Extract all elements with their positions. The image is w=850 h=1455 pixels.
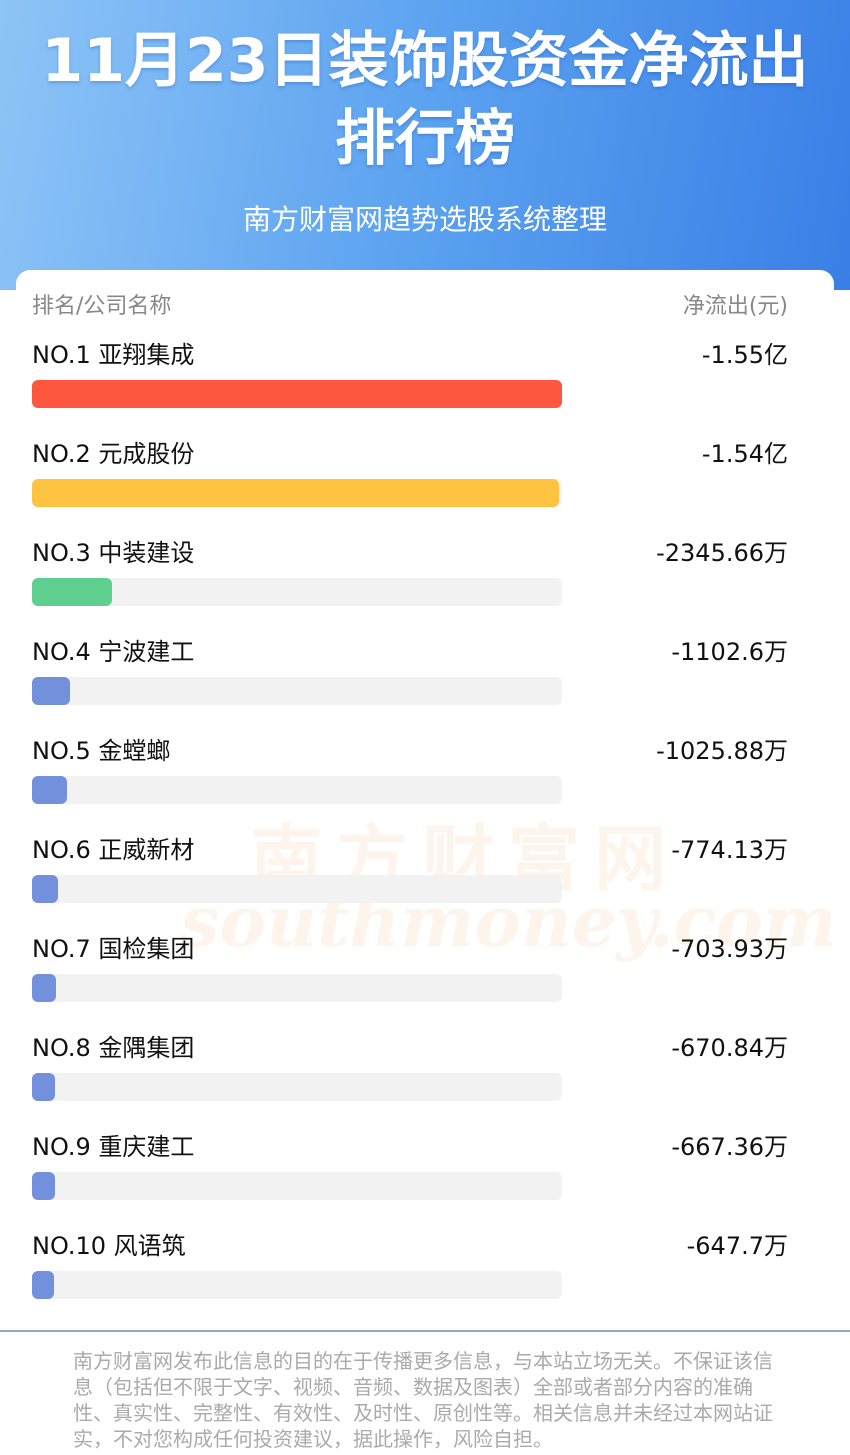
bar <box>32 380 562 408</box>
value-label: -1.55亿 <box>701 341 788 369</box>
value-label: -647.7万 <box>686 1232 788 1260</box>
value-label: -2345.66万 <box>656 539 788 567</box>
value-label: -703.93万 <box>671 935 788 963</box>
column-header: 净流出(元) <box>682 294 788 319</box>
category-label: NO.6 正威新材 <box>32 836 195 864</box>
value-label: -1025.88万 <box>656 737 788 765</box>
bar-track <box>32 578 562 606</box>
bar <box>32 578 113 606</box>
bar <box>32 1073 55 1101</box>
value-label: -774.13万 <box>671 836 788 864</box>
bar <box>32 776 68 804</box>
bar-track <box>32 677 562 705</box>
category-label: NO.5 金螳螂 <box>32 737 171 765</box>
bar-track <box>32 1271 562 1299</box>
bar <box>32 875 59 903</box>
category-label: NO.1 亚翔集成 <box>32 341 195 369</box>
bar-track <box>32 1073 562 1101</box>
value-label: -1.54亿 <box>701 440 788 468</box>
divider <box>0 1330 850 1332</box>
category-label: NO.9 重庆建工 <box>32 1133 195 1161</box>
subtitle: 南方财富网趋势选股系统整理 <box>242 203 607 236</box>
column-header: 排名/公司名称 <box>32 294 172 319</box>
bar <box>32 677 70 705</box>
title: 11月23日装饰股资金净流出排行榜 <box>41 26 809 174</box>
value-label: -670.84万 <box>671 1034 788 1062</box>
category-label: NO.3 中装建设 <box>32 539 195 567</box>
bar <box>32 974 57 1002</box>
bar-track <box>32 875 562 903</box>
bar-track <box>32 974 562 1002</box>
bar-track <box>32 776 562 804</box>
bar <box>32 1271 55 1299</box>
header-banner <box>0 0 850 290</box>
value-label: -667.36万 <box>671 1133 788 1161</box>
value-label: -1102.6万 <box>671 638 788 666</box>
footer: 南方财富网发布此信息的目的在于传播更多信息，与本站立场无关。不保证该信息（包括但… <box>73 1349 773 1451</box>
bar-track <box>32 1172 562 1200</box>
bar <box>32 479 559 507</box>
category-label: NO.4 宁波建工 <box>32 638 195 666</box>
category-label: NO.7 国检集团 <box>32 935 195 963</box>
bar <box>32 1172 55 1200</box>
category-label: NO.10 风语筑 <box>32 1232 186 1260</box>
category-label: NO.2 元成股份 <box>32 440 195 468</box>
category-label: NO.8 金隅集团 <box>32 1034 195 1062</box>
